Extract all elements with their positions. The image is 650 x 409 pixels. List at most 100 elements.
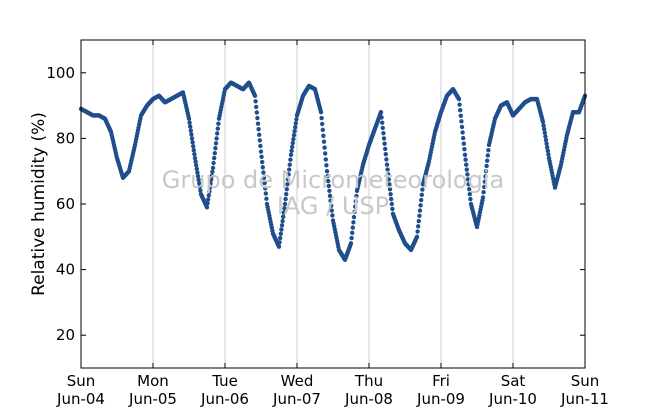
x-tick-label-date: Jun-08 <box>344 390 393 408</box>
data-point <box>386 172 391 177</box>
data-point <box>192 151 197 157</box>
data-point <box>543 137 549 143</box>
data-point <box>206 193 211 198</box>
watermark-line-1: Grupo de Micrometeorologia <box>162 166 504 194</box>
y-tick-label: 80 <box>56 129 75 147</box>
data-point <box>416 224 421 229</box>
data-point <box>324 169 330 174</box>
data-point <box>192 155 198 161</box>
x-tick-label-date: Jun-05 <box>128 390 177 408</box>
data-point <box>278 231 283 237</box>
data-point <box>277 240 282 245</box>
data-point <box>320 127 325 133</box>
x-tick-label-day: Sun <box>67 372 96 390</box>
x-tick-label-date: Jun-11 <box>560 390 609 408</box>
data-point <box>321 133 326 138</box>
data-point <box>278 235 283 241</box>
data-point <box>386 177 391 182</box>
data-point <box>319 115 324 121</box>
data-point <box>353 204 358 209</box>
data-point <box>256 127 261 132</box>
data-point <box>285 182 290 187</box>
x-tick-label-day: Sat <box>501 372 526 390</box>
data-point <box>283 196 288 202</box>
data-point <box>463 157 468 162</box>
data-point <box>485 158 490 163</box>
data-point <box>280 218 285 224</box>
data-point <box>385 167 390 172</box>
data-point <box>540 119 546 125</box>
data-point <box>207 189 212 194</box>
data-point <box>390 206 395 212</box>
data-point <box>348 241 354 246</box>
data-point <box>196 177 201 182</box>
data-point <box>286 172 291 177</box>
data-point <box>349 235 354 241</box>
data-point <box>484 163 489 169</box>
data-point <box>483 169 489 174</box>
data-point <box>321 139 327 144</box>
data-point <box>210 169 215 175</box>
data-point <box>187 120 192 125</box>
y-tick-label: 100 <box>46 64 75 82</box>
y-axis-label: Relative humidity (%) <box>29 112 49 296</box>
data-point <box>255 115 260 121</box>
x-tick-label-day: Tue <box>211 372 238 390</box>
data-point <box>466 182 471 187</box>
data-point <box>459 124 465 130</box>
data-point <box>541 123 546 128</box>
data-point <box>194 166 199 172</box>
data-point <box>415 229 420 234</box>
data-point <box>467 187 472 192</box>
data-point <box>208 181 213 186</box>
data-point <box>329 203 334 208</box>
x-tick-label-day: Thu <box>354 372 383 390</box>
data-points <box>78 80 588 262</box>
data-point <box>384 162 390 167</box>
data-point <box>292 128 297 134</box>
data-point <box>457 102 462 107</box>
data-point <box>416 218 421 224</box>
data-point <box>482 184 487 190</box>
x-tick-label-date: Jun-07 <box>272 390 321 408</box>
data-point <box>205 201 210 206</box>
data-point <box>204 205 210 210</box>
x-tick-label-date: Jun-09 <box>416 390 465 408</box>
data-point <box>379 115 384 120</box>
data-point <box>282 201 288 207</box>
data-point <box>323 151 328 156</box>
data-point <box>214 136 219 141</box>
data-point <box>351 220 356 225</box>
data-point <box>461 135 466 141</box>
data-point <box>462 147 467 152</box>
x-tick-label-day: Fri <box>432 372 450 390</box>
data-point <box>483 174 488 179</box>
data-point <box>209 173 214 178</box>
data-point <box>211 160 216 166</box>
x-tick-label-date: Jun-06 <box>200 390 249 408</box>
data-point <box>282 206 287 211</box>
data-point <box>320 121 325 127</box>
data-point <box>262 180 267 186</box>
data-point <box>327 193 333 198</box>
data-point <box>378 109 384 115</box>
data-point <box>545 148 550 154</box>
data-point <box>210 165 216 171</box>
data-point <box>279 227 284 232</box>
data-point <box>351 214 357 220</box>
data-point <box>482 179 487 184</box>
data-point <box>197 181 202 186</box>
data-point <box>193 159 198 164</box>
data-point <box>380 120 385 125</box>
data-point <box>382 141 387 146</box>
y-tick-label: 60 <box>56 195 75 213</box>
data-point <box>420 187 425 192</box>
data-point <box>383 146 388 152</box>
data-point <box>189 132 194 137</box>
data-point <box>253 99 258 104</box>
data-point <box>289 148 294 154</box>
data-point <box>327 188 332 194</box>
data-point <box>459 119 464 124</box>
data-point <box>330 213 335 218</box>
